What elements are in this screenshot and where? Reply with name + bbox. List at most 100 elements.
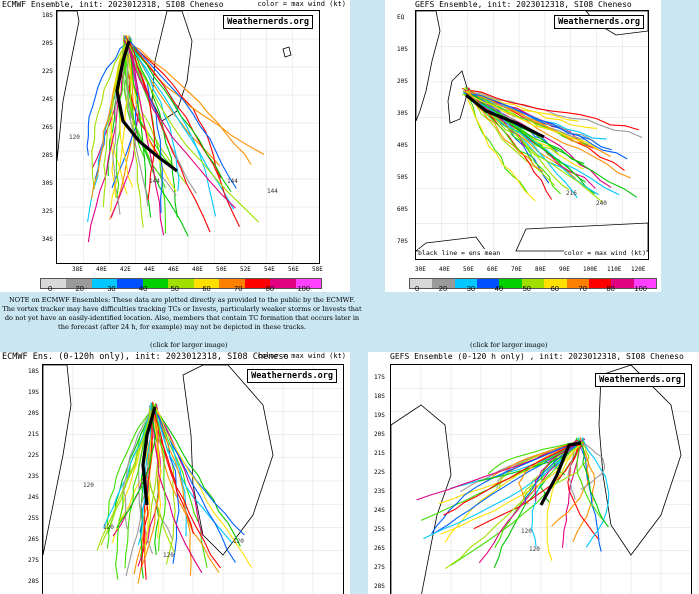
lat-label: 24S [42, 96, 53, 103]
ensemble-track [551, 441, 590, 527]
track-map: 144 144 144 120 Weathernerds.org [56, 10, 320, 264]
lat-label: EQ [397, 14, 405, 21]
colorbar-label: 0 [48, 284, 53, 292]
hour-label: 120 [233, 538, 244, 545]
colorbar-label: 50 [170, 284, 179, 292]
hour-label: 120 [103, 524, 114, 531]
lon-label: 120E [631, 266, 646, 273]
hour-label: 144 [267, 188, 278, 195]
ensemble-track [148, 405, 236, 563]
ecmwf-120h-panel[interactable]: ECMWF Ens. (0-120h only), init: 20230123… [0, 352, 350, 594]
click-for-larger-link-right[interactable]: (click for larger image) [470, 341, 548, 349]
colorbar-swatch [410, 279, 433, 288]
lat-label: 22S [42, 68, 53, 75]
color-note: color = max wind (kt) [563, 249, 646, 257]
lat-label: 24S [374, 507, 385, 514]
colorbar-label: 30 [466, 284, 476, 292]
ensemble-track [467, 91, 599, 151]
panel-title: GEFS Ensemble, init: 2023012318, SI08 Ch… [415, 0, 632, 9]
ensemble-track [467, 89, 640, 131]
weathernerds-badge: Weathernerds.org [223, 15, 313, 29]
lat-label: 20S [42, 40, 53, 47]
weathernerds-badge: Weathernerds.org [595, 373, 685, 387]
ensemble-track [534, 438, 586, 502]
ensemble-track [464, 92, 529, 194]
hour-label: 216 [566, 190, 577, 197]
colorbar-swatch [270, 279, 296, 288]
hour-label: 144 [149, 178, 160, 185]
colorbar-label: 100 [634, 284, 647, 292]
ensemble-track [153, 406, 241, 547]
click-for-larger-link-left[interactable]: (click for larger image) [150, 341, 228, 349]
lat-label: 30S [42, 180, 53, 187]
lon-label: 90E [559, 266, 570, 273]
lat-label: 27S [28, 557, 39, 564]
lat-label: 28S [374, 583, 385, 590]
colorbar-swatch [633, 279, 656, 288]
wind-colorbar [409, 278, 657, 289]
ensemble-track [115, 38, 126, 199]
lat-label: 28S [28, 578, 39, 585]
ensemble-track [91, 38, 132, 190]
ensemble-track [466, 90, 536, 202]
colorbar-swatch [219, 279, 245, 288]
colorbar-swatch [499, 279, 522, 288]
panel-title: ECMWF Ensemble, init: 2023012318, SI08 C… [2, 0, 224, 9]
lat-label: 20S [28, 410, 39, 417]
colorbar-swatch [295, 279, 321, 288]
colorbar-swatch [193, 279, 220, 288]
lat-label: 27S [374, 564, 385, 571]
colorbar-label: 60 [550, 284, 559, 292]
gefs-ensemble-panel[interactable]: GEFS Ensemble, init: 2023012318, SI08 Ch… [385, 0, 661, 292]
ensemble-track [578, 439, 609, 528]
ensemble-track [86, 39, 131, 156]
colorbar-label: 50 [522, 284, 531, 292]
lat-label: 23S [374, 488, 385, 495]
ensemble-track [155, 403, 204, 536]
ensemble-track [465, 87, 597, 129]
lat-label: 32S [42, 208, 53, 215]
ensemble-track [152, 403, 192, 576]
lat-label: 21S [28, 431, 39, 438]
ensemble-track [466, 93, 628, 160]
ecmwf-ensemble-panel[interactable]: ECMWF Ensemble, init: 2023012318, SI08 C… [0, 0, 350, 292]
ensemble-track [576, 441, 605, 522]
lat-label: 22S [374, 469, 385, 476]
colorbar-swatch [117, 279, 143, 288]
ensemble-track [126, 37, 259, 223]
lon-label: 40E [96, 266, 107, 273]
colorbar-swatch [41, 279, 67, 288]
lat-label: 30S [397, 110, 408, 117]
ensemble-track [546, 441, 583, 562]
lon-label: 40E [439, 266, 450, 273]
gefs-120h-panel[interactable]: GEFS Ensemble (0-120 h only) , init: 202… [368, 352, 699, 594]
ensemble-track [123, 36, 180, 192]
lon-label: 56E [288, 266, 299, 273]
lon-label: 30E [415, 266, 426, 273]
lon-label: 100E [583, 266, 598, 273]
colorbar-swatch [454, 279, 478, 288]
ensemble-track [103, 403, 153, 529]
landmass [515, 222, 648, 252]
ensemble-track [123, 39, 236, 209]
colorbar-label: 100 [297, 284, 310, 292]
ensemble-track [440, 441, 583, 535]
lat-label: 28S [42, 152, 53, 159]
ensemble-track [581, 437, 610, 548]
ensemble-track [150, 408, 245, 536]
colorbar-swatch [142, 279, 169, 288]
colorbar-swatch [521, 279, 545, 288]
ensemble-track [125, 36, 156, 201]
colorbar-swatch [588, 279, 612, 288]
lon-label: 52E [240, 266, 251, 273]
colorbar-swatch [66, 279, 92, 288]
lon-label: 70E [511, 266, 522, 273]
ensemble-track [154, 402, 166, 552]
panel-title: ECMWF Ens. (0-120h only), init: 20230123… [2, 352, 289, 362]
landmass [57, 11, 80, 162]
lat-label: 20S [397, 78, 408, 85]
colorbar-label: 80 [265, 284, 275, 292]
color-note: color = max wind (kt) [257, 352, 346, 360]
lat-label: 26S [28, 536, 39, 543]
ensemble-track [124, 36, 221, 167]
